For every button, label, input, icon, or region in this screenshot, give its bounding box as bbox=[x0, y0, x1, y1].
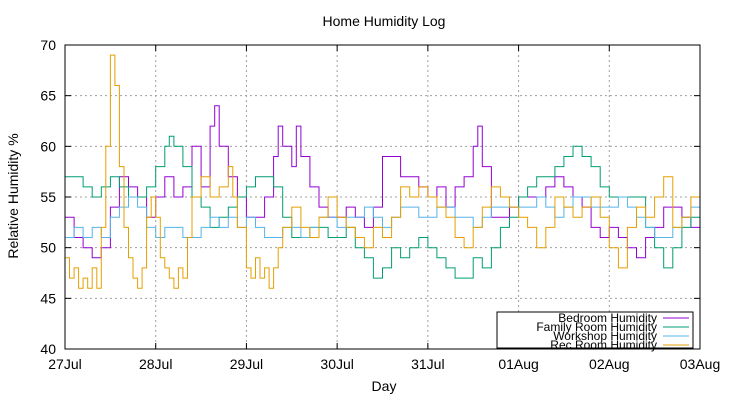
series-line-family-room-humidity bbox=[65, 135, 701, 279]
x-axis-label: Day bbox=[372, 378, 397, 394]
x-tick-label: 30Jul bbox=[320, 356, 353, 372]
x-tick-label: 27Jul bbox=[48, 356, 81, 372]
data-series bbox=[65, 54, 701, 289]
series-line-rec-room-humidity bbox=[65, 54, 700, 289]
y-tick-label: 50 bbox=[40, 240, 56, 256]
x-tick-label: 28Jul bbox=[139, 356, 172, 372]
y-tick-label: 70 bbox=[40, 37, 56, 53]
legend-label-bedroom-humidity: Bedroom Humidity bbox=[558, 311, 657, 325]
series-line-bedroom-humidity bbox=[65, 105, 701, 259]
legend-label-family-room-humidity: Family Room Humidity bbox=[536, 320, 657, 334]
y-axis-label: Relative Humidity % bbox=[5, 133, 21, 258]
x-tick-label: 02Aug bbox=[589, 356, 629, 372]
y-tick-label: 45 bbox=[40, 290, 56, 306]
x-tick-label: 31Jul bbox=[411, 356, 444, 372]
y-tick-label: 60 bbox=[40, 138, 56, 154]
x-tick-label: 01Aug bbox=[498, 356, 538, 372]
y-tick-label: 65 bbox=[40, 88, 56, 104]
plot-frame bbox=[64, 44, 701, 350]
y-tick-label: 55 bbox=[40, 189, 56, 205]
axis-ticks: 40 45 50 55 60 65 70 27Jul 28Jul 29Jul 30Jul 31Jul 0… bbox=[40, 37, 720, 372]
legend-label-workshop-humidity: Workshop Humidity bbox=[553, 329, 657, 343]
chart-title: Home Humidity Log bbox=[323, 13, 446, 29]
x-tick-label: 03Aug bbox=[680, 356, 720, 372]
y-tick-label: 40 bbox=[40, 341, 56, 357]
x-tick-label: 29Jul bbox=[230, 356, 263, 372]
legend-box bbox=[496, 311, 694, 349]
legend-label-rec-room-humidity: Rec Room Humidity bbox=[550, 338, 657, 352]
